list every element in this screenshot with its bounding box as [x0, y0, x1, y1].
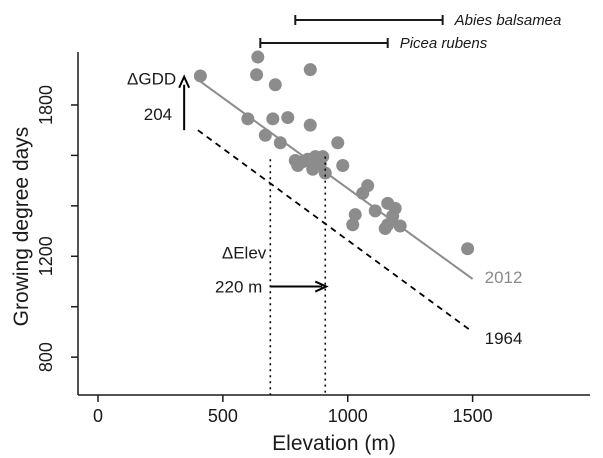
data-point [461, 242, 475, 256]
trend-lines [197, 78, 474, 333]
delta-elev-arrow-head [314, 280, 329, 293]
data-point [316, 150, 330, 164]
delta-gdd-label: ΔGDD [127, 70, 176, 89]
delta-elev-label: ΔElev [222, 244, 267, 263]
species-label: Abies balsamea [454, 12, 562, 29]
data-point [268, 78, 282, 92]
y-tick-label: 800 [36, 342, 56, 372]
data-point [348, 208, 362, 222]
line-2012-label: 2012 [485, 268, 523, 287]
x-tick-label: 1000 [328, 406, 368, 426]
data-point [266, 112, 280, 126]
data-point [273, 136, 287, 150]
y-tick-label: 1200 [36, 236, 56, 276]
data-point [393, 219, 407, 233]
ticks: 0 500 1000 1500 800 1200 1800 [36, 85, 493, 426]
data-point [241, 112, 255, 126]
data-point [303, 118, 317, 132]
data-point [361, 179, 375, 193]
y-tick-label: 1800 [36, 85, 56, 125]
data-point [368, 204, 382, 218]
data-point [378, 222, 392, 236]
species-ranges: Abies balsamea Picea rubens [259, 12, 562, 52]
x-tick-label: 1500 [453, 406, 493, 426]
data-point [193, 69, 207, 83]
data-point [336, 158, 350, 172]
species-label: Picea rubens [400, 35, 488, 52]
data-point [250, 68, 264, 82]
y-axis-title: Growing degree days [10, 127, 33, 327]
delta-gdd-value: 204 [144, 105, 172, 124]
data-point [258, 128, 272, 142]
line-1964-label: 1964 [485, 329, 523, 348]
data-point [318, 166, 332, 180]
data-point [281, 111, 295, 125]
data-point [303, 63, 317, 77]
trend-line-1964 [197, 129, 474, 333]
x-tick-label: 0 [93, 406, 103, 426]
x-axis-title: Elevation (m) [272, 432, 396, 455]
trend-line-2012 [197, 78, 474, 280]
delta-gdd-arrow-head [178, 74, 191, 89]
x-tick-label: 500 [208, 406, 238, 426]
delta-elev-value: 220 m [215, 278, 262, 297]
axes [77, 52, 590, 396]
annotations: 2012 1964 ΔGDD 204 ΔElev 220 m [127, 70, 522, 395]
data-point [346, 218, 360, 232]
data-points [193, 50, 475, 256]
data-point [331, 136, 345, 150]
data-point [251, 50, 265, 64]
